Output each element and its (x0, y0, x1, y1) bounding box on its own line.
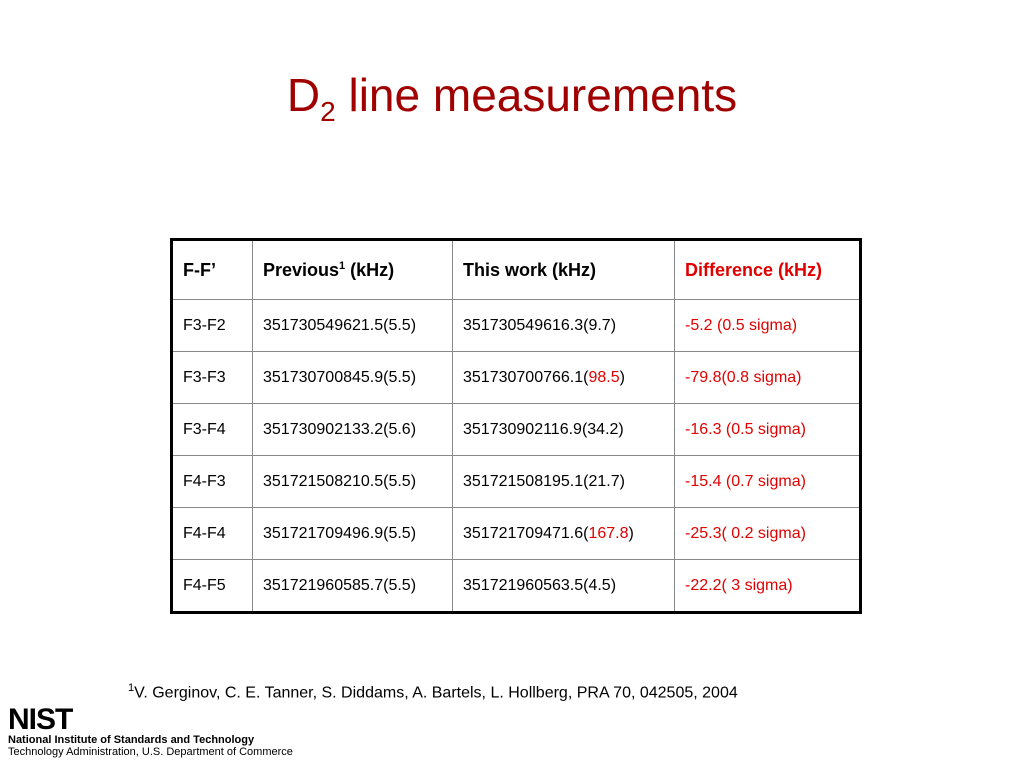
table-cell: -79.8(0.8 sigma) (674, 351, 861, 404)
footnote-mark: 1 (128, 682, 135, 694)
header-row: F-F’ Previous1 (kHz) This work (kHz) Differ… (171, 239, 861, 300)
table-cell: This work (kHz) (452, 239, 675, 300)
cell-part: 351730700766.1( (463, 368, 589, 386)
table-row: F4-F3 351721508210.5(5.5) 351721508195.1(2… (171, 455, 861, 508)
cell-part: 1 (339, 259, 346, 272)
table-cell: -25.3( 0.2 sigma) (674, 507, 861, 560)
table-cell: -22.2( 3 sigma) (674, 559, 861, 613)
table-cell: Difference (kHz) (674, 239, 861, 300)
table-cell: 351721709471.6(167.8) (452, 507, 675, 560)
table-cell: -5.2 (0.5 sigma) (674, 299, 861, 352)
title-text: D (286, 69, 321, 121)
logo-line: National Institute of Standards and Tech… (8, 734, 255, 746)
title-rest: line measurements (335, 69, 738, 121)
table-row: F3-F4 351730902133.2(5.6) 351730902116.9(3… (171, 403, 861, 456)
table-cell: F-F’ (171, 239, 253, 300)
table-cell: F4-F4 (171, 507, 253, 560)
footnote: 1V. Gerginov, C. E. Tanner, S. Diddams, … (128, 682, 738, 702)
table-row: F4-F5 351721960585.7(5.5) 351721960563.5(4… (171, 559, 861, 613)
footnote-text: V. Gerginov, C. E. Tanner, S. Diddams, A… (134, 684, 738, 702)
table-row: F3-F2 351730549621.5(5.5) 351730549616.3(9… (171, 299, 861, 352)
cell-part: 167.8 (588, 524, 629, 542)
logo: NIST National Institute of Standards and… (8, 703, 293, 759)
table-cell: Previous1 (kHz) (252, 239, 453, 300)
cell-part: 351721709471.6( (463, 524, 589, 542)
logo-mark: NIST (8, 703, 73, 736)
cell-part: (kHz) (345, 259, 395, 280)
table-row: F3-F3 351730700845.9(5.5) 351730700766.1(9… (171, 351, 861, 404)
cell-part: 98.5 (588, 368, 620, 386)
table-cell: 351730700845.9(5.5) (252, 351, 453, 404)
table-cell: F4-F3 (171, 455, 253, 508)
measurement-table: F-F’ Previous1 (kHz) This work (kHz) Differ… (170, 238, 862, 614)
table-cell: 351730902133.2(5.6) (252, 403, 453, 456)
table-cell: 351721960585.7(5.5) (252, 559, 453, 613)
table-cell: F3-F4 (171, 403, 253, 456)
table-cell: 351730549621.5(5.5) (252, 299, 453, 352)
table-cell: 351730700766.1(98.5) (452, 351, 675, 404)
table-cell: -16.3 (0.5 sigma) (674, 403, 861, 456)
cell-part: ) (619, 368, 625, 386)
logo-line: Technology Administration, U.S. Departme… (8, 746, 293, 758)
table-cell: F3-F3 (171, 351, 253, 404)
table-cell: 351721508210.5(5.5) (252, 455, 453, 508)
table-row: F4-F4 351721709496.9(5.5) 351721709471.6(1… (171, 507, 861, 560)
table-cell: 351730902116.9(34.2) (452, 403, 675, 456)
table-cell: F3-F2 (171, 299, 253, 352)
slide-title: D2 line measurements (0, 68, 1024, 128)
table-cell: 351721960563.5(4.5) (452, 559, 675, 613)
cell-part: ) (628, 524, 634, 542)
table-cell: -15.4 (0.7 sigma) (674, 455, 861, 508)
cell-part: Previous (263, 259, 340, 280)
title-subscript: 2 (320, 96, 336, 127)
table-cell: F4-F5 (171, 559, 253, 613)
table-cell: 351721709496.9(5.5) (252, 507, 453, 560)
table-cell: 351721508195.1(21.7) (452, 455, 675, 508)
table-cell: 351730549616.3(9.7) (452, 299, 675, 352)
